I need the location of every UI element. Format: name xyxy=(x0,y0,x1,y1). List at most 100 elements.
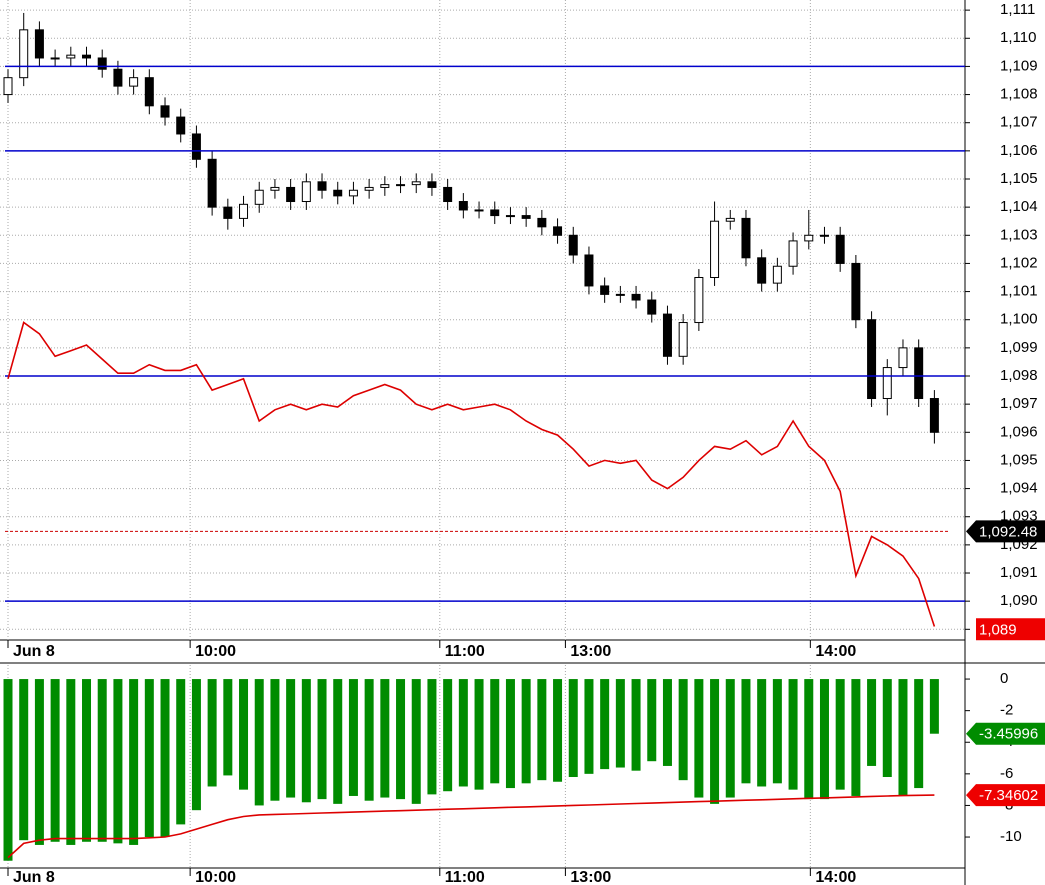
x-tick-label: 14:00 xyxy=(815,869,856,885)
price-tag xyxy=(966,520,1045,543)
candle-body xyxy=(898,347,908,369)
bar xyxy=(113,679,123,844)
candle-body xyxy=(600,285,610,295)
y-tick-label: -2 xyxy=(1000,702,1013,719)
y-tick-label: 1,108 xyxy=(1000,86,1038,103)
candle-body xyxy=(568,234,578,256)
bar xyxy=(364,679,374,801)
y-tick-label: 1,109 xyxy=(1000,57,1038,74)
candle-body xyxy=(66,54,76,59)
candle-body xyxy=(223,206,233,219)
y-tick-label: 1,111 xyxy=(1000,1,1035,18)
candle-body xyxy=(835,234,845,264)
candle-body xyxy=(348,189,358,197)
x-tick-label: 11:00 xyxy=(445,643,485,660)
candle-body xyxy=(364,186,374,191)
bar xyxy=(882,679,892,778)
x-tick-label: 13:00 xyxy=(570,643,611,660)
bar xyxy=(521,679,531,784)
candle-body xyxy=(82,54,92,59)
y-tick-label: 1,097 xyxy=(1000,395,1038,412)
bar xyxy=(144,679,154,838)
x-tick-label: 10:00 xyxy=(195,869,236,885)
bar xyxy=(851,679,861,796)
y-tick-label: 1,105 xyxy=(1000,170,1038,187)
x-tick-label: Jun 8 xyxy=(13,643,55,660)
indicator-line xyxy=(7,321,936,627)
candle-body xyxy=(396,184,406,187)
candle-body xyxy=(380,184,390,188)
candle-body xyxy=(191,133,201,160)
bar xyxy=(537,679,547,781)
bar xyxy=(819,679,829,800)
bar xyxy=(631,679,641,771)
indicator-line xyxy=(7,794,935,859)
x-tick-label: 14:00 xyxy=(815,643,856,660)
candle-body xyxy=(490,209,500,217)
candle-body xyxy=(819,234,829,237)
bar xyxy=(615,679,625,768)
bar xyxy=(662,679,672,766)
candle-body xyxy=(662,313,672,357)
candle-body xyxy=(286,186,296,203)
candle-body xyxy=(647,299,657,315)
candle-body xyxy=(694,277,704,324)
y-tick-label: 1,107 xyxy=(1000,114,1038,131)
candle-body xyxy=(757,257,767,284)
candle-body xyxy=(3,77,13,96)
candle-body xyxy=(474,209,484,212)
x-tick-label: 13:00 xyxy=(570,869,611,885)
bar xyxy=(443,679,453,792)
candle-body xyxy=(270,186,280,191)
price-tag xyxy=(976,618,1045,641)
candle-body xyxy=(239,203,249,219)
bar xyxy=(458,679,468,787)
candle-body xyxy=(427,181,437,188)
candle-body xyxy=(882,367,892,400)
candle-body xyxy=(772,265,782,284)
candle-body xyxy=(34,29,44,59)
bar xyxy=(929,679,939,734)
bar xyxy=(3,679,13,861)
bar xyxy=(129,679,139,845)
candle-body xyxy=(851,262,861,321)
y-tick-label: 1,096 xyxy=(1000,423,1038,440)
candle-body xyxy=(207,158,217,208)
bar xyxy=(176,679,186,825)
bar xyxy=(678,679,688,781)
y-tick-label: 1,091 xyxy=(1000,564,1038,581)
bar xyxy=(694,679,704,798)
bar xyxy=(301,679,311,803)
bar xyxy=(286,679,296,798)
price-tag xyxy=(966,784,1045,807)
bar xyxy=(333,679,343,804)
candle-body xyxy=(741,217,751,259)
y-tick-label: 1,102 xyxy=(1000,254,1038,271)
y-tick-label: 1,094 xyxy=(1000,480,1038,497)
y-tick-label: 1,101 xyxy=(1000,283,1038,300)
y-tick-label: 1,095 xyxy=(1000,451,1038,468)
price-tag xyxy=(966,722,1045,745)
bar xyxy=(772,679,782,784)
bar xyxy=(82,679,92,842)
bar xyxy=(914,679,924,789)
candle-body xyxy=(129,77,139,87)
bar xyxy=(427,679,437,795)
bar xyxy=(97,679,107,842)
bar xyxy=(396,679,406,800)
price-tag-label: -3.45996 xyxy=(979,726,1038,743)
candle-body xyxy=(113,68,123,87)
candle-body xyxy=(710,220,720,279)
bar xyxy=(34,679,44,845)
candle-body xyxy=(411,181,421,186)
candle-body xyxy=(631,293,641,301)
y-tick-label: 0 xyxy=(1000,670,1008,687)
bar xyxy=(741,679,751,784)
candle-body xyxy=(317,181,327,191)
y-tick-label: 1,110 xyxy=(1000,29,1036,46)
bar xyxy=(725,679,735,798)
candle-body xyxy=(505,215,515,218)
x-tick-label: Jun 8 xyxy=(13,869,55,885)
price-tag-label: -7.34602 xyxy=(979,787,1038,804)
